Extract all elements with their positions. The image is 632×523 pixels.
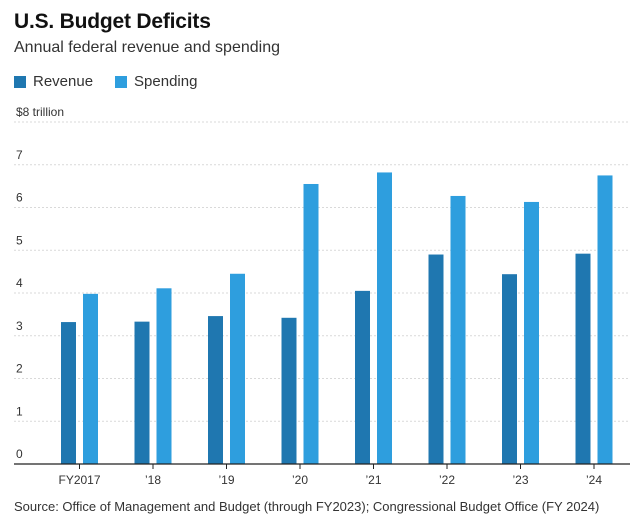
bar-spending [377,172,392,464]
bar-revenue [134,321,150,464]
chart-legend: Revenue Spending [14,73,219,90]
chart-subtitle: Annual federal revenue and spending [14,39,280,56]
y-tick-label: 6 [16,191,23,205]
bar-spending [230,273,245,464]
x-tick-label: ’19 [218,473,234,487]
y-tick-label: 1 [16,404,23,418]
bar-revenue [281,317,297,464]
bar-spending [524,201,539,464]
y-tick-label: 5 [16,233,23,247]
bar-revenue [428,254,444,464]
y-tick-label: 0 [16,447,23,461]
y-tick-label: 7 [16,148,23,162]
y-tick-label: 4 [16,276,23,290]
x-tick-label: ’23 [512,473,528,487]
bar-revenue [502,274,517,464]
legend-label-revenue: Revenue [33,73,94,90]
legend-item-spending: Spending [115,73,197,90]
bar-spending [156,288,172,464]
legend-swatch-spending [115,75,128,88]
legend-label-spending: Spending [134,73,198,90]
bar-revenue [355,290,370,464]
y-tick-label: 2 [16,362,23,376]
bar-revenue [61,322,76,464]
source-note: Source: Office of Management and Budget … [14,499,600,514]
bar-revenue [575,253,591,464]
x-tick-label: ’18 [145,473,161,487]
x-tick-label: ’24 [586,473,602,487]
legend-swatch-revenue [14,75,26,88]
bar-spending [597,175,613,464]
chart-title: U.S. Budget Deficits [14,10,211,33]
x-tick-label: ’21 [365,473,381,487]
bar-spending [450,195,466,464]
y-tick-label: 3 [16,319,23,333]
bar-spending [83,293,98,464]
x-tick-label: ’22 [439,473,455,487]
legend-item-revenue: Revenue [14,73,93,90]
bar-revenue [208,316,223,464]
bar-spending [303,183,319,465]
x-tick-label: ’20 [292,473,308,487]
y-tick-label: $8 trillion [16,105,64,119]
x-tick-label: FY2017 [58,473,100,487]
